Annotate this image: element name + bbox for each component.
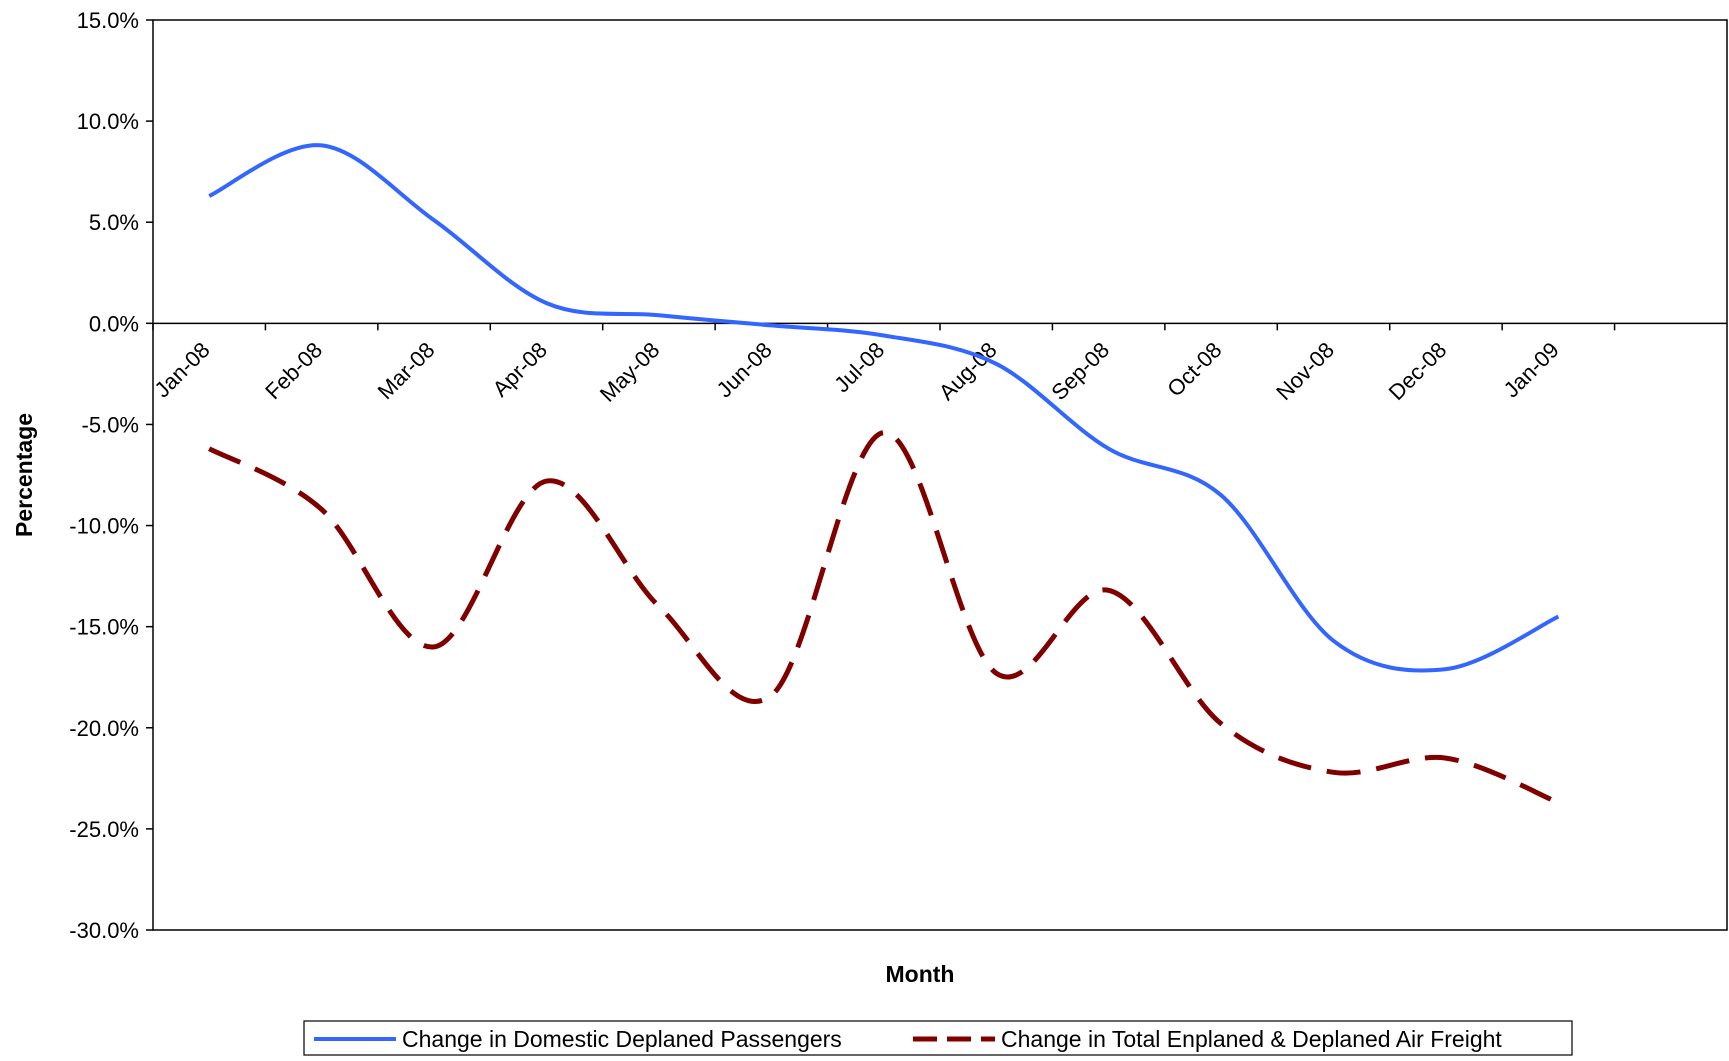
data-point-air-freight: [1106, 587, 1112, 593]
data-point-domestic-passengers: [656, 312, 662, 318]
data-point-domestic-passengers: [544, 300, 550, 306]
data-point-air-freight: [1555, 800, 1561, 806]
y-tick-label: -25.0%: [69, 817, 139, 842]
data-point-domestic-passengers: [1106, 446, 1112, 452]
data-point-air-freight: [206, 446, 212, 452]
data-point-domestic-passengers: [1331, 638, 1337, 644]
data-point-domestic-passengers: [993, 361, 999, 367]
data-point-domestic-passengers: [1555, 614, 1561, 620]
legend-label-domestic-passengers: Change in Domestic Deplaned Passengers: [402, 1026, 842, 1052]
data-point-domestic-passengers: [1443, 666, 1449, 672]
series-line-air-freight: [208, 430, 1560, 805]
data-point-domestic-passengers: [319, 142, 325, 148]
y-tick-label: 5.0%: [89, 210, 139, 235]
y-tick-label: -10.0%: [69, 514, 139, 539]
series-lines: [206, 142, 1561, 806]
data-point-domestic-passengers: [1218, 492, 1224, 498]
y-tick-label: 0.0%: [89, 311, 139, 336]
y-tick-label: 15.0%: [77, 8, 139, 33]
data-point-air-freight: [319, 506, 325, 512]
legend-box: [303, 1020, 1573, 1056]
x-axis-title: Month: [886, 961, 955, 987]
y-tick-label: -30.0%: [69, 918, 139, 943]
data-point-air-freight: [993, 670, 999, 676]
data-point-air-freight: [431, 644, 437, 650]
legend-label-air-freight: Change in Total Enplaned & Deplaned Air …: [1001, 1026, 1502, 1052]
data-point-air-freight: [1443, 755, 1449, 761]
data-point-domestic-passengers: [881, 332, 887, 338]
data-point-domestic-passengers: [431, 217, 437, 223]
y-tick-label: -5.0%: [82, 412, 139, 437]
y-tick-label: -20.0%: [69, 716, 139, 741]
data-point-domestic-passengers: [768, 322, 774, 328]
y-tick-label: -15.0%: [69, 615, 139, 640]
series-line-domestic-passengers: [208, 143, 1560, 673]
data-point-air-freight: [656, 603, 662, 609]
data-point-air-freight: [768, 692, 774, 698]
data-point-domestic-passengers: [206, 193, 212, 199]
data-point-air-freight: [1331, 769, 1337, 775]
data-point-air-freight: [881, 430, 887, 436]
y-tick-label: 10.0%: [77, 109, 139, 134]
y-axis-title: Percentage: [11, 413, 37, 537]
legend: Change in Domestic Deplaned Passengers C…: [303, 1020, 1573, 1056]
plot-area-frame: [152, 19, 1728, 931]
data-point-air-freight: [1218, 721, 1224, 727]
y-axis: 15.0% 10.0% 5.0% 0.0% -5.0% -10.0% -15.0% -20.0…: [69, 8, 153, 943]
data-point-air-freight: [544, 478, 550, 484]
